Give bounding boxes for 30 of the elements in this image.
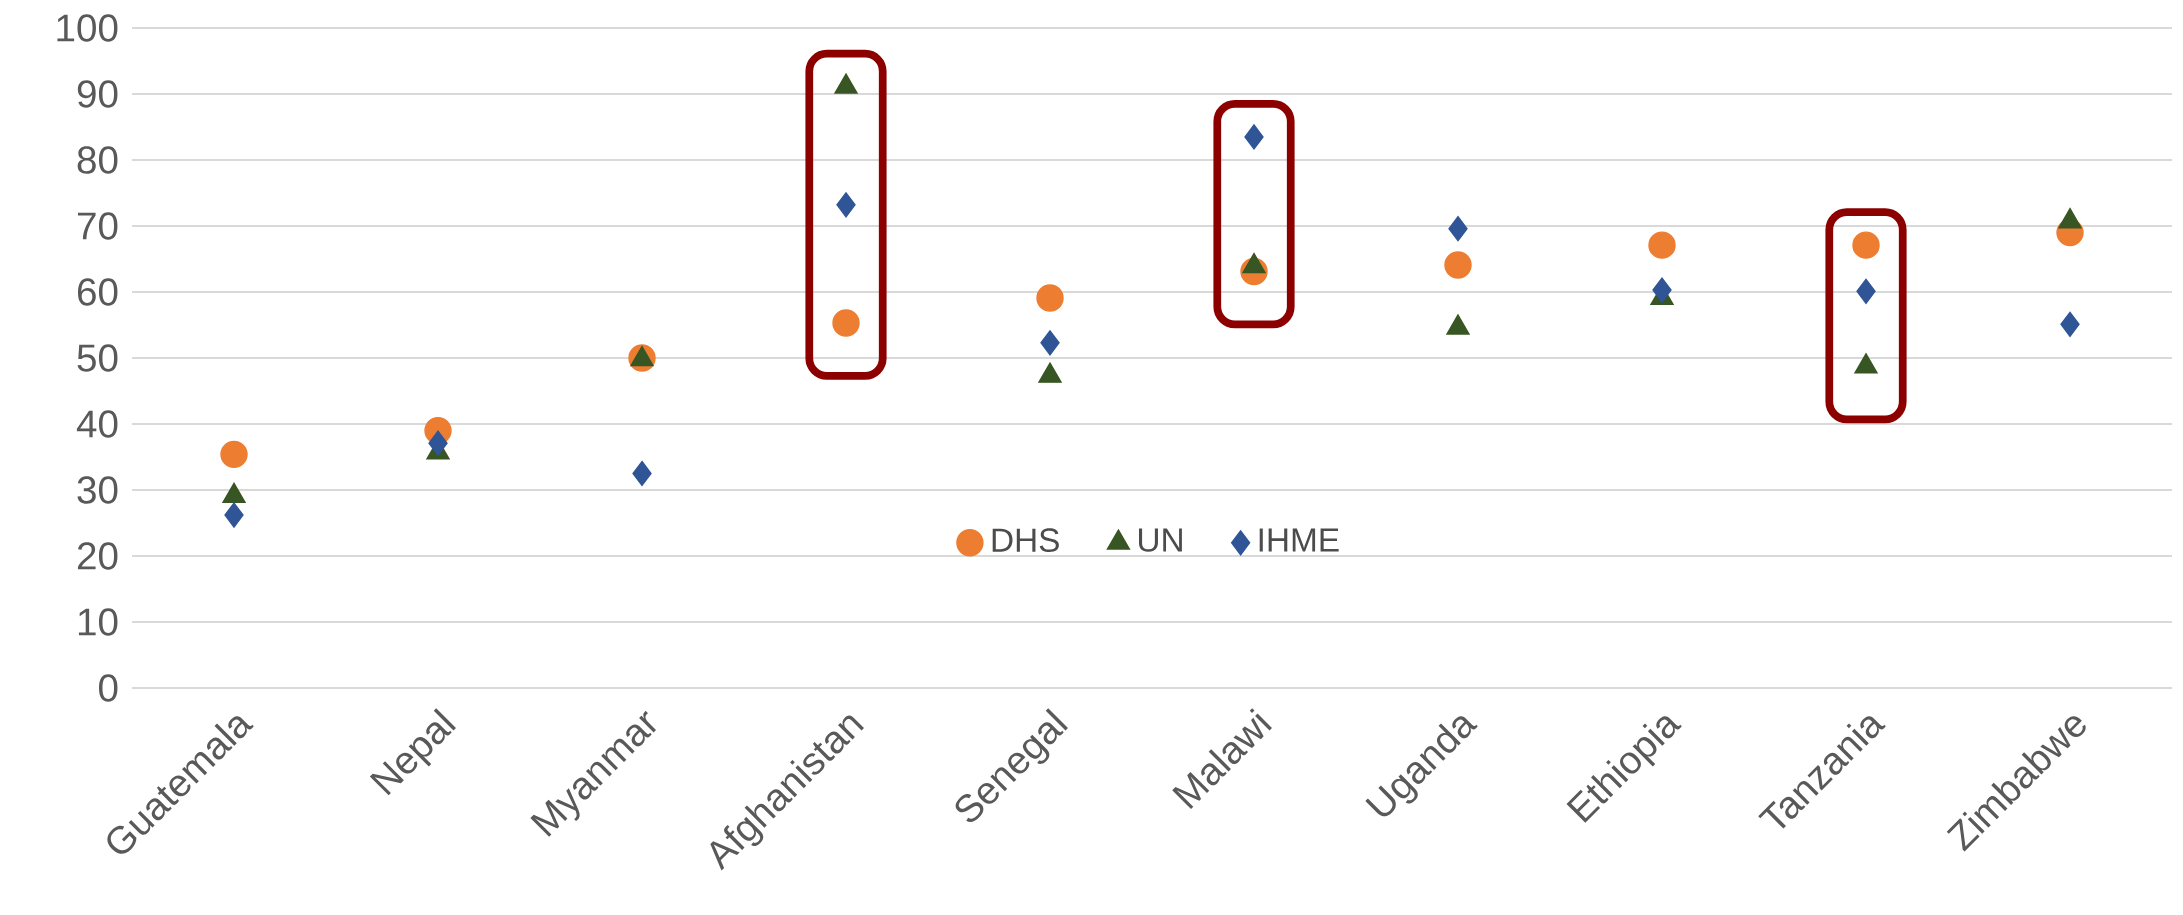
y-tick-label: 50 (77, 344, 118, 372)
point (1448, 215, 1468, 242)
y-tick-label: 10 (78, 608, 118, 636)
point (1244, 124, 1264, 150)
point (1652, 277, 1672, 303)
y-tick-label: 60 (77, 278, 118, 306)
point (1648, 231, 1676, 259)
y-tick-label: 90 (77, 80, 118, 108)
point (1444, 251, 1472, 279)
point (1856, 278, 1876, 304)
legend-label: IHME (1259, 528, 1339, 552)
point (832, 309, 860, 337)
y-tick-label: 80 (77, 146, 118, 174)
point (220, 440, 248, 469)
legend-label: UN (1139, 528, 1182, 552)
y-tick-label: 100 (57, 14, 118, 42)
legend-label: DHS (992, 528, 1059, 553)
point (1036, 284, 1064, 312)
point (1852, 231, 1880, 259)
point (632, 460, 652, 487)
y-tick-label: 30 (77, 476, 118, 504)
y-tick-label: 20 (77, 542, 118, 570)
point (224, 502, 244, 528)
y-tick-label: 0 (98, 674, 118, 702)
point (428, 430, 448, 456)
point (836, 192, 856, 218)
point (1040, 330, 1060, 356)
point (2060, 311, 2080, 337)
y-tick-label: 40 (76, 410, 118, 438)
y-tick-label: 70 (77, 212, 118, 240)
